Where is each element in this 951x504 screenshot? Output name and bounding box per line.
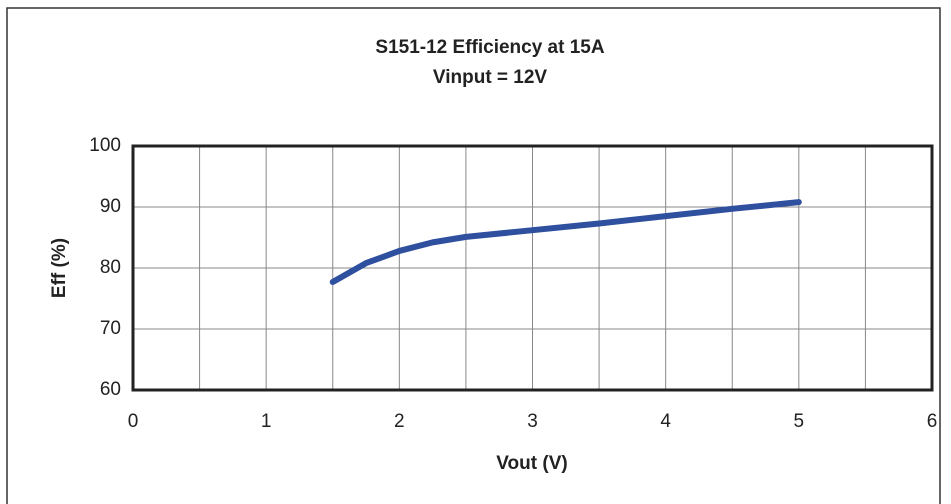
y-axis-label: Eff (%): [49, 238, 70, 298]
x-tick-label: 6: [927, 411, 938, 432]
x-tick-label: 2: [394, 411, 405, 432]
x-axis-label: Vout (V): [496, 453, 567, 474]
x-tick-label: 3: [527, 411, 538, 432]
chart-subtitle: Vinput = 12V: [433, 67, 548, 88]
plot-border: [131, 144, 934, 392]
y-tick-label: 100: [89, 135, 121, 156]
y-tick-label: 80: [100, 257, 121, 278]
y-tick-label: 60: [100, 379, 121, 400]
x-tick-label: 5: [794, 411, 805, 432]
data-line: [329, 199, 802, 286]
x-tick-label: 1: [261, 411, 272, 432]
y-tick-label: 70: [100, 318, 121, 339]
x-tick-label: 0: [128, 411, 139, 432]
chart-title: S151-12 Efficiency at 15A: [375, 37, 604, 58]
x-tick-label: 4: [660, 411, 671, 432]
frame: [6, 7, 941, 504]
y-tick-label: 90: [100, 196, 121, 217]
